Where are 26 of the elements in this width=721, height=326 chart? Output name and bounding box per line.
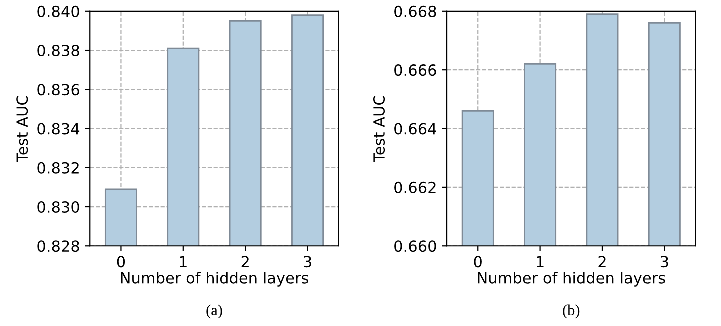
x-tick-label: 0 — [117, 256, 126, 268]
x-tick-label: 0 — [474, 256, 482, 268]
y-tick-label: 0.834 — [38, 123, 80, 135]
y-tick-label: 0.836 — [38, 84, 80, 96]
x-axis-title: Number of hidden layers — [121, 272, 308, 287]
y-tick-label: 0.668 — [394, 6, 436, 18]
x-tick-label: 2 — [242, 256, 249, 268]
y-axis-title: Test AUC — [16, 96, 28, 162]
y-tick-label: 0.832 — [38, 162, 79, 174]
x-tick-label: 1 — [180, 256, 187, 268]
y-tick-label: 0.840 — [38, 6, 80, 18]
x-axis-title: Number of hidden layers — [478, 272, 666, 287]
x-tick-label: 2 — [598, 256, 606, 268]
y-tick-label: 0.660 — [394, 240, 436, 252]
y-tick-label: 0.664 — [394, 123, 436, 135]
x-tick-label: 3 — [304, 256, 312, 268]
y-tick-label: 0.666 — [394, 64, 436, 76]
text: (b) — [563, 304, 580, 319]
x-tick-label: 3 — [660, 256, 668, 268]
y-axis-title: Test AUC — [373, 96, 386, 162]
y-tick-label: 0.828 — [38, 240, 80, 252]
y-tick-label: 0.830 — [38, 201, 80, 214]
y-tick-label: 0.838 — [38, 44, 80, 57]
y-tick-label: 0.662 — [394, 182, 436, 194]
x-tick-label: 1 — [537, 256, 544, 268]
text: (a) — [206, 304, 222, 319]
